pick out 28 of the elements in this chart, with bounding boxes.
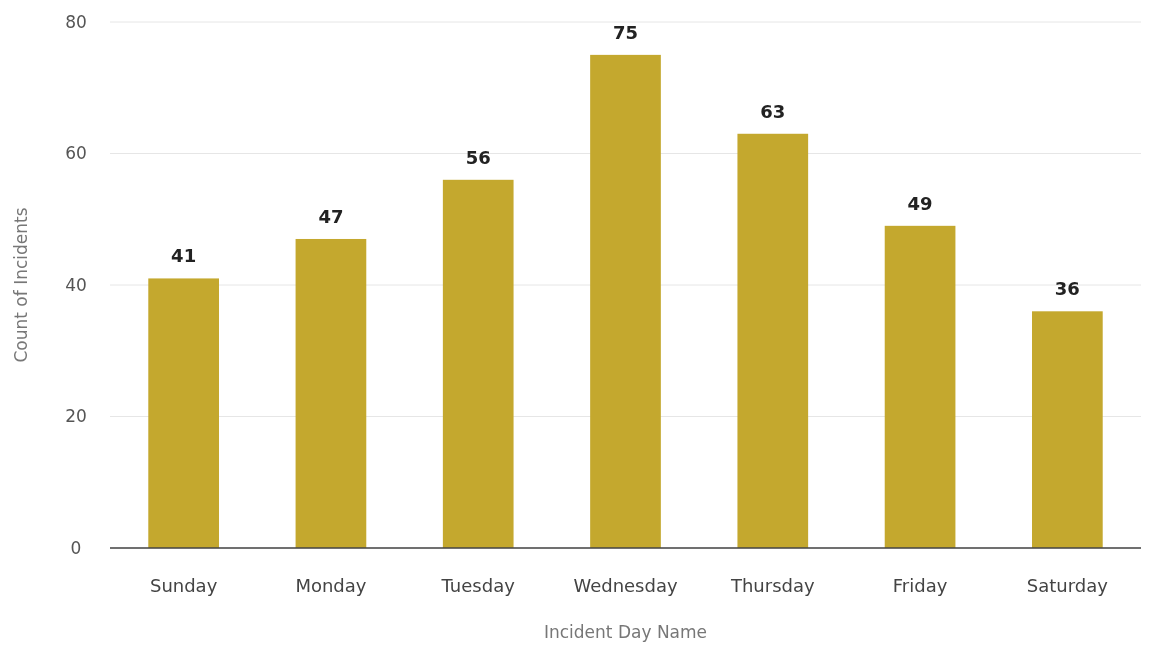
data-label: 36 xyxy=(1054,278,1080,300)
x-tick-label: Saturday xyxy=(1026,575,1109,596)
data-label: 63 xyxy=(760,100,786,122)
data-label: 49 xyxy=(907,192,933,214)
y-axis-title: Count of Incidents xyxy=(11,207,31,363)
bar xyxy=(442,179,514,548)
bar xyxy=(148,278,219,548)
y-tick-label: 80 xyxy=(65,11,87,32)
bar xyxy=(295,238,367,548)
bar xyxy=(884,225,956,548)
data-label: 56 xyxy=(465,146,491,168)
x-tick-label: Wednesday xyxy=(573,575,678,596)
data-label: 75 xyxy=(612,21,639,43)
x-tick-label: Tuesday xyxy=(440,575,516,596)
x-tick-label: Thursday xyxy=(729,575,815,596)
data-label: 47 xyxy=(318,205,344,227)
data-label: 41 xyxy=(171,245,197,267)
x-tick-label: Sunday xyxy=(149,575,218,596)
bar xyxy=(1032,311,1103,548)
x-tick-label: Monday xyxy=(295,575,367,596)
y-tick-label: 20 xyxy=(65,406,87,427)
bar xyxy=(590,54,661,548)
y-tick-label: 0 xyxy=(70,537,82,558)
bar xyxy=(737,133,809,548)
x-tick-label: Friday xyxy=(892,575,948,596)
y-tick-label: 60 xyxy=(65,143,87,164)
x-axis-title: Incident Day Name xyxy=(543,622,708,642)
y-tick-label: 40 xyxy=(65,274,87,295)
